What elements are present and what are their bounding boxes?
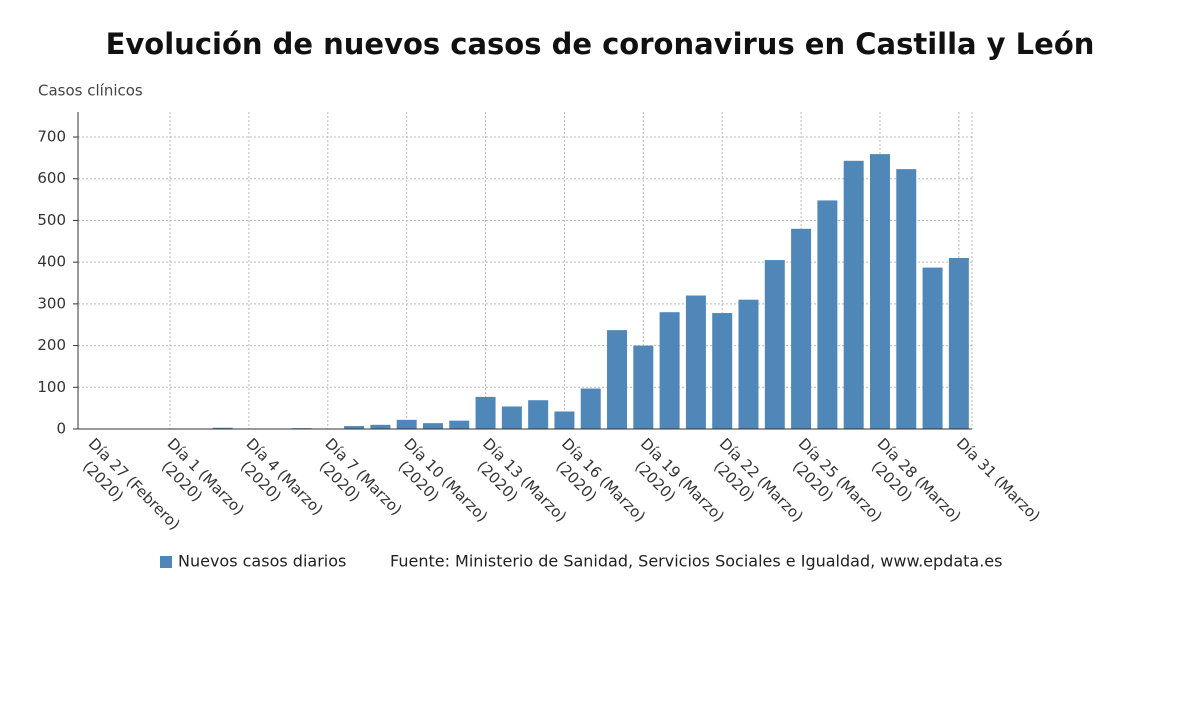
x-tick-label: Día 28 (Marzo)(2020) [860,434,965,539]
x-tick-label: Día 19 (Marzo)(2020) [623,434,728,539]
bar [449,420,470,429]
x-tick-label: Día 22 (Marzo)(2020) [702,434,807,539]
x-tick-label: Día 7 (Marzo)(2020) [308,434,406,532]
y-tick-label: 0 [56,420,66,438]
x-tick-label: Día 4 (Marzo)(2020) [229,434,327,532]
bar [396,419,417,429]
x-tick-label: Día 25 (Marzo)(2020) [781,434,886,539]
bar [791,228,812,429]
bar [554,411,575,429]
y-axis-label: Casos clínicos [38,82,143,100]
x-tick-label: Día 13 (Marzo)(2020) [465,434,570,539]
bar [712,313,733,429]
bar [370,424,391,429]
bar [817,200,838,429]
source: Fuente: Ministerio de Sanidad, Servicios… [390,552,1002,571]
bar [422,423,443,429]
legend-swatch [160,556,172,568]
x-tick-label: Día 10 (Marzo)(2020) [387,434,492,539]
legend-label: Nuevos casos diarios [178,552,346,571]
bar [764,260,785,429]
x-tick-label: Día 31 (Marzo) [953,434,1044,525]
bar [738,299,759,429]
bar [843,160,864,429]
bar [659,312,680,429]
bar [344,426,365,429]
bar [528,400,549,429]
y-tick-label: 100 [37,378,66,396]
chart-title: Evolución de nuevos casos de coronavirus… [106,27,1095,61]
y-tick-label: 400 [37,253,66,271]
y-tick-label: 600 [37,169,66,187]
y-tick-label: 200 [37,336,66,354]
y-tick-label: 700 [37,128,66,146]
bar [896,169,917,429]
bar [922,267,943,429]
bar [869,154,890,429]
bar [212,427,233,429]
x-tick-label: Día 27 (Febrero)(2020) [71,434,184,547]
y-tick-label: 500 [37,211,66,229]
bar [580,388,601,429]
bar [633,345,654,429]
bar [685,295,706,429]
bar [607,330,628,429]
y-tick-label: 300 [37,294,66,312]
x-tick-label: Día 16 (Marzo)(2020) [544,434,649,539]
bar [501,406,522,429]
bar [475,396,496,429]
bar [948,257,969,429]
